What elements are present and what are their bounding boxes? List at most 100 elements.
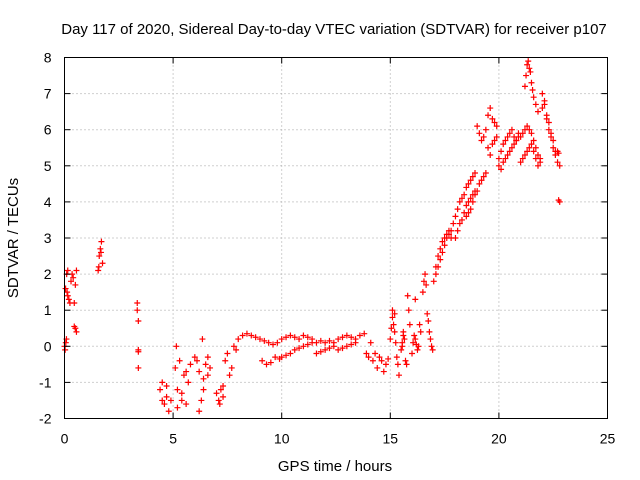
data-point: [97, 245, 104, 252]
data-point: [412, 296, 419, 303]
data-point: [215, 397, 222, 404]
data-point: [224, 350, 231, 357]
data-point: [465, 180, 472, 187]
data-point: [530, 94, 537, 101]
data-point: [343, 332, 350, 339]
data-point: [343, 343, 350, 350]
data-point: [159, 397, 166, 404]
data-point: [178, 397, 185, 404]
data-point: [267, 359, 274, 366]
data-point: [71, 299, 78, 306]
data-point: [474, 188, 481, 195]
data-point: [96, 253, 103, 260]
data-point: [476, 180, 483, 187]
data-point: [521, 151, 528, 158]
data-point: [422, 271, 429, 278]
x-tick-labels: 0 5 10 15 20 25: [61, 431, 616, 447]
data-point: [517, 133, 524, 140]
data-point: [387, 336, 394, 343]
data-point: [463, 184, 470, 191]
data-point: [541, 101, 548, 108]
data-point: [526, 65, 533, 72]
data-point: [64, 292, 71, 299]
data-point: [369, 357, 376, 364]
data-point: [529, 86, 536, 93]
data-point: [448, 227, 455, 234]
data-point: [135, 348, 142, 355]
data-point: [173, 343, 180, 350]
data-point: [317, 348, 324, 355]
data-point: [519, 155, 526, 162]
y-tick-label: 6: [44, 122, 52, 138]
data-point: [532, 101, 539, 108]
data-point: [374, 364, 381, 371]
data-point: [502, 137, 509, 144]
data-point: [180, 372, 187, 379]
data-point: [500, 141, 507, 148]
data-point: [476, 130, 483, 137]
data-point: [489, 115, 496, 122]
data-point: [134, 299, 141, 306]
data-point: [506, 130, 513, 137]
data-point: [414, 346, 421, 353]
x-tick-label: 5: [169, 431, 177, 447]
data-point: [217, 386, 224, 393]
data-point: [463, 213, 470, 220]
data-point: [402, 357, 409, 364]
axis-ticks: [64, 57, 608, 419]
data-point: [235, 336, 242, 343]
data-point: [326, 345, 333, 352]
data-point: [200, 386, 207, 393]
data-point: [550, 144, 557, 151]
data-point: [474, 123, 481, 130]
data-point: [174, 386, 181, 393]
data-point: [555, 197, 562, 204]
data-point: [469, 173, 476, 180]
data-point: [213, 390, 220, 397]
data-point: [554, 159, 561, 166]
data-point: [401, 336, 408, 343]
data-point: [98, 238, 105, 245]
data-point: [391, 310, 398, 317]
data-point: [220, 383, 227, 390]
data-point: [425, 318, 432, 325]
data-point: [527, 68, 534, 75]
data-point: [498, 166, 505, 173]
data-point: [398, 346, 405, 353]
data-point: [482, 170, 489, 177]
x-tick-label: 20: [491, 431, 507, 447]
data-point: [339, 334, 346, 341]
data-point: [361, 330, 368, 337]
data-point: [313, 350, 320, 357]
data-point: [443, 235, 450, 241]
data-point: [545, 119, 552, 126]
data-point: [296, 345, 303, 352]
data-point: [193, 357, 200, 364]
data-point: [534, 162, 541, 169]
data-point: [72, 281, 79, 288]
data-point: [429, 346, 436, 353]
data-point: [183, 401, 190, 408]
data-point: [506, 148, 513, 155]
data-point: [500, 159, 507, 166]
data-point: [134, 307, 141, 314]
data-point: [222, 357, 229, 364]
data-point: [283, 334, 290, 341]
y-tick-label: 7: [44, 86, 52, 102]
data-point: [322, 339, 329, 346]
data-point: [159, 379, 166, 386]
data-point: [165, 408, 172, 415]
data-point: [167, 397, 174, 404]
data-point: [71, 323, 78, 330]
plot-frame: [64, 57, 608, 419]
data-point: [528, 130, 535, 137]
data-point: [172, 364, 179, 371]
data-point: [482, 126, 489, 133]
data-point: [389, 314, 396, 321]
data-point: [187, 361, 194, 368]
data-point: [388, 325, 395, 332]
data-point: [525, 58, 532, 65]
data-point: [526, 126, 533, 133]
data-point: [263, 361, 270, 368]
data-point: [95, 263, 102, 270]
